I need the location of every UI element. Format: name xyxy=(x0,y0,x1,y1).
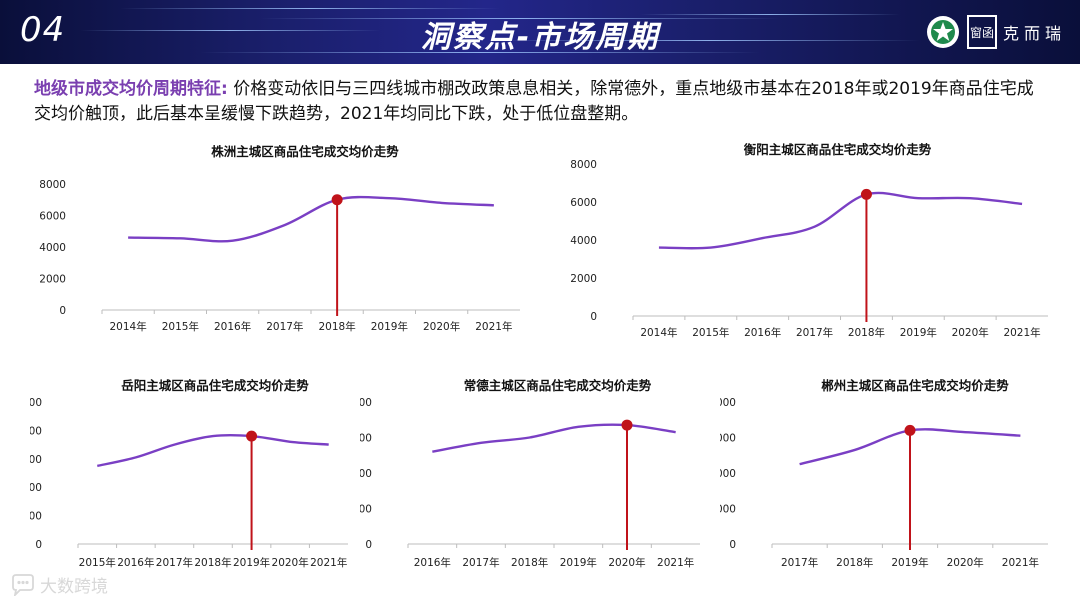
y-tick-label: 6000 xyxy=(720,433,736,445)
x-tick-label: 2019年 xyxy=(900,326,937,339)
y-tick-label: 4000 xyxy=(30,482,42,494)
x-tick-label: 2021年 xyxy=(1003,326,1040,339)
star-emblem-icon xyxy=(926,16,959,48)
x-tick-label: 2017年 xyxy=(781,556,818,569)
chart-title: 常德主城区商品住宅成交均价走势 xyxy=(464,378,652,393)
y-tick-label: 6000 xyxy=(360,433,372,445)
intro-body: 价格变动依旧与三四线城市棚改政策息息相关，除常德外，重点地级市基本在2018年或… xyxy=(34,79,1034,124)
x-tick-label: 2020年 xyxy=(608,556,645,569)
chart-changde: 常德主城区商品住宅成交均价走势 0 2000 4000 6000 8000 2016年 201… xyxy=(360,376,715,576)
y-tick-label: 8000 xyxy=(360,397,372,409)
y-tick-label: 2000 xyxy=(360,504,372,516)
x-tick-label: 2018年 xyxy=(511,556,548,569)
peak-marker xyxy=(621,419,633,431)
peak-marker xyxy=(860,188,872,200)
x-tick-label: 2021年 xyxy=(1002,556,1039,569)
x-tick-label: 2016年 xyxy=(744,326,781,339)
x-tick-label: 2020年 xyxy=(272,556,309,569)
x-tick-label: 2015年 xyxy=(162,320,199,333)
y-tick-label: 6000 xyxy=(30,454,42,466)
x-tick-label: 2020年 xyxy=(952,326,989,339)
series-line xyxy=(97,433,329,468)
y-tick-label: 0 xyxy=(729,539,736,551)
peak-marker xyxy=(246,430,258,442)
brand-logo: 窗函 克而瑞 xyxy=(925,12,1066,52)
chart-yueyang: 岳阳主城区商品住宅成交均价走势 0 2000 4000 6000 8000 10000 201… xyxy=(30,376,360,576)
series-line xyxy=(432,423,676,453)
x-tick-label: 2020年 xyxy=(947,556,984,569)
brand-name: 克而瑞 xyxy=(1002,24,1066,43)
x-tick-label: 2017年 xyxy=(266,320,303,333)
y-tick-label: 6000 xyxy=(39,211,66,223)
x-tick-label: 2015年 xyxy=(79,556,116,569)
x-tick-label: 2019年 xyxy=(233,556,270,569)
watermark-text: 大数跨境 xyxy=(40,577,108,597)
x-tick-label: 2018年 xyxy=(836,556,873,569)
peak-marker xyxy=(904,424,916,436)
y-tick-label: 0 xyxy=(365,539,372,551)
chart-title: 衡阳主城区商品住宅成交均价走势 xyxy=(744,142,932,157)
y-tick-label: 2000 xyxy=(30,511,42,523)
y-tick-label: 8000 xyxy=(30,425,42,437)
series-line xyxy=(658,191,1023,250)
y-tick-label: 0 xyxy=(590,311,597,323)
chart-zhuzhou: 株洲主城区商品住宅成交均价走势 0 2000 4000 6000 8000 2014年 201… xyxy=(30,138,540,348)
y-tick-label: 2000 xyxy=(720,504,736,516)
series-line xyxy=(128,195,494,243)
chart-title: 郴州主城区商品住宅成交均价走势 xyxy=(821,378,1009,393)
watermark: 大数跨境 xyxy=(10,572,108,597)
y-tick-label: 4000 xyxy=(360,468,372,480)
x-tick-label: 2015年 xyxy=(692,326,729,339)
watermark-icon xyxy=(12,573,34,596)
x-tick-label: 2017年 xyxy=(462,556,499,569)
x-tick-label: 2019年 xyxy=(371,320,408,333)
page-title: 洞察点-市场周期 xyxy=(420,20,660,55)
x-tick-label: 2018年 xyxy=(848,326,885,339)
x-tick-label: 2020年 xyxy=(423,320,460,333)
y-tick-label: 4000 xyxy=(39,242,66,254)
x-tick-label: 2017年 xyxy=(796,326,833,339)
x-tick-label: 2021年 xyxy=(310,556,347,569)
x-tick-label: 2018年 xyxy=(194,556,231,569)
y-tick-label: 6000 xyxy=(570,197,597,209)
y-tick-label: 2000 xyxy=(39,274,66,286)
x-tick-label: 2019年 xyxy=(560,556,597,569)
chart-hengyang: 衡阳主城区商品住宅成交均价走势 0 2000 4000 6000 8000 2014年 201… xyxy=(565,138,1070,348)
y-tick-label: 4000 xyxy=(720,468,736,480)
x-tick-label: 2019年 xyxy=(891,556,928,569)
x-tick-label: 2014年 xyxy=(110,320,147,333)
chart-title: 岳阳主城区商品住宅成交均价走势 xyxy=(121,378,309,393)
x-tick-label: 2021年 xyxy=(475,320,512,333)
chart-chenzhou: 郴州主城区商品住宅成交均价走势 0 2000 4000 6000 8000 2017年 201… xyxy=(720,376,1070,576)
intro-paragraph: 地级市成交均价周期特征: 价格变动依旧与三四线城市棚改政策息息相关，除常德外，重… xyxy=(34,77,1050,127)
peak-marker xyxy=(331,194,343,206)
intro-lead: 地级市成交均价周期特征: xyxy=(34,79,228,99)
y-tick-label: 8000 xyxy=(570,159,597,171)
x-tick-label: 2014年 xyxy=(640,326,677,339)
brand-seal: 窗函 xyxy=(966,15,997,49)
x-tick-label: 2017年 xyxy=(156,556,193,569)
y-tick-label: 0 xyxy=(35,539,42,551)
x-tick-label: 2021年 xyxy=(657,556,694,569)
y-tick-label: 8000 xyxy=(39,179,66,191)
y-tick-label: 2000 xyxy=(570,273,597,285)
x-tick-label: 2016年 xyxy=(214,320,251,333)
y-tick-label: 8000 xyxy=(720,397,736,409)
y-tick-label: 4000 xyxy=(570,235,597,247)
x-tick-label: 2016年 xyxy=(414,556,451,569)
y-tick-label: 0 xyxy=(59,305,66,317)
section-number: 04 xyxy=(20,10,66,50)
header-banner: 04 洞察点-市场周期 窗函 克而瑞 xyxy=(0,0,1080,64)
x-tick-label: 2016年 xyxy=(117,556,154,569)
chart-title: 株洲主城区商品住宅成交均价走势 xyxy=(211,144,399,159)
y-tick-label: 10000 xyxy=(30,397,42,409)
x-tick-label: 2018年 xyxy=(319,320,356,333)
